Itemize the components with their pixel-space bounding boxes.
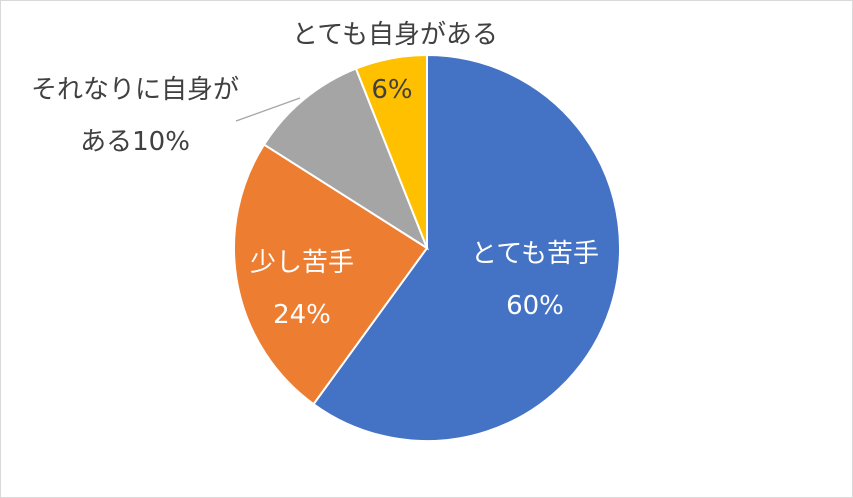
data-label: とても苦手 60%: [455, 228, 615, 332]
pie-slice: [262, 67, 430, 251]
pie-slice: [354, 53, 428, 249]
value-label: 24%: [273, 300, 331, 330]
data-label: とても自身がある: [275, 9, 515, 61]
category-label: 少し苦手: [249, 248, 354, 278]
pie-slice: [233, 143, 429, 406]
data-label: 6%: [352, 64, 432, 116]
category-label: それなりに自身がある: [30, 75, 239, 157]
data-label: 少し苦手 24%: [222, 237, 382, 341]
value-label: 6%: [371, 75, 413, 105]
leader-line: [235, 97, 301, 122]
category-label: とても苦手: [471, 239, 599, 269]
category-label: とても自身がある: [292, 20, 498, 50]
value-label: 60%: [506, 291, 564, 321]
data-label: それなりに自身がある10%: [24, 64, 246, 168]
value-label: 10%: [132, 127, 190, 157]
pie-slice: [312, 53, 621, 442]
